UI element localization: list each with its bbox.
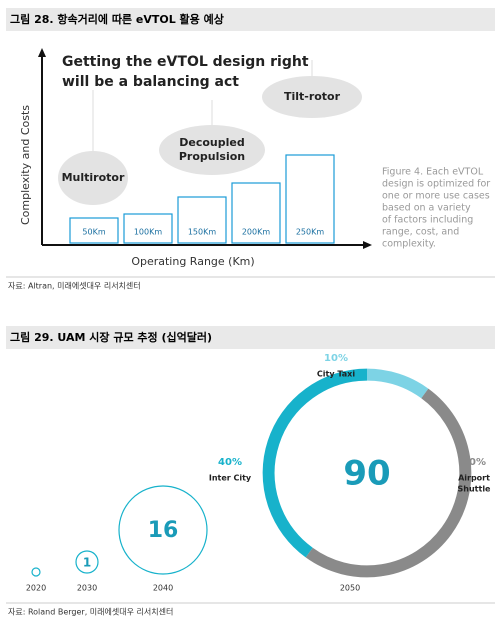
range-label: 150Km (188, 228, 217, 237)
donut-segment (305, 388, 472, 578)
figure-title: 그림 29. UAM 시장 규모 추정 (십억달러) (10, 330, 212, 344)
concept-bubble (58, 151, 128, 205)
arrow (363, 241, 372, 249)
caption: of factors including (382, 215, 473, 226)
bubble (118, 485, 208, 575)
header-bar (6, 8, 495, 31)
segment-name: Shuttle (458, 485, 492, 494)
bubble-value: 16 (148, 518, 179, 543)
concept-label: Tilt-rotor (284, 90, 341, 103)
year-label: 2030 (77, 584, 97, 593)
range-bar (285, 154, 335, 244)
bubble (31, 567, 41, 577)
segment-value: 40% (218, 457, 242, 468)
headline: will be a balancing act (62, 74, 239, 90)
segment-name: City Taxi (317, 370, 355, 379)
range-label: 250Km (296, 228, 325, 237)
range-bar (123, 213, 173, 244)
headline: Getting the eVTOL design right (62, 54, 309, 70)
segment-name: Airport (458, 474, 490, 483)
donut-segment (366, 368, 429, 399)
segment-value: 50% (462, 457, 486, 468)
bubble-value: 90 (343, 454, 390, 494)
segment-name: Inter City (209, 474, 252, 483)
bubble (75, 550, 99, 574)
year-label: 2040 (153, 584, 173, 593)
x-axis-label: Operating Range (Km) (131, 255, 254, 268)
segment-value: 10% (324, 353, 348, 364)
caption: design is optimized for (382, 179, 490, 190)
header-bar (6, 326, 495, 349)
range-label: 200Km (242, 228, 271, 237)
bubble-value: 1 (83, 556, 91, 570)
caption: Figure 4. Each eVTOL (382, 167, 484, 178)
caption: one or more use cases (382, 191, 490, 202)
concept-label: Multirotor (62, 171, 125, 184)
range-label: 100Km (134, 228, 163, 237)
donut-segment (262, 368, 368, 558)
concept-bubble (262, 76, 362, 118)
caption: based on a variety (382, 203, 471, 214)
arrow (38, 48, 46, 57)
caption: complexity. (382, 239, 436, 250)
concept-label: Decoupled (179, 136, 244, 149)
concept-bubble (159, 125, 265, 175)
range-bar (69, 217, 119, 244)
source: 자료: Altran, 미래에셋대우 리서치센터 (8, 281, 141, 291)
source: 자료: Roland Berger, 미래에셋대우 리서치센터 (8, 607, 173, 617)
range-label: 50Km (82, 228, 105, 237)
concept-label: Propulsion (179, 150, 245, 163)
caption: range, cost, and (382, 227, 459, 238)
year-label: 2050 (340, 584, 360, 593)
y-axis-label: Complexity and Costs (19, 105, 32, 225)
figure-title: 그림 28. 항속거리에 따른 eVTOL 활용 예상 (10, 12, 224, 26)
range-bar (231, 182, 281, 244)
range-bar (177, 196, 227, 244)
year-label: 2020 (26, 584, 46, 593)
